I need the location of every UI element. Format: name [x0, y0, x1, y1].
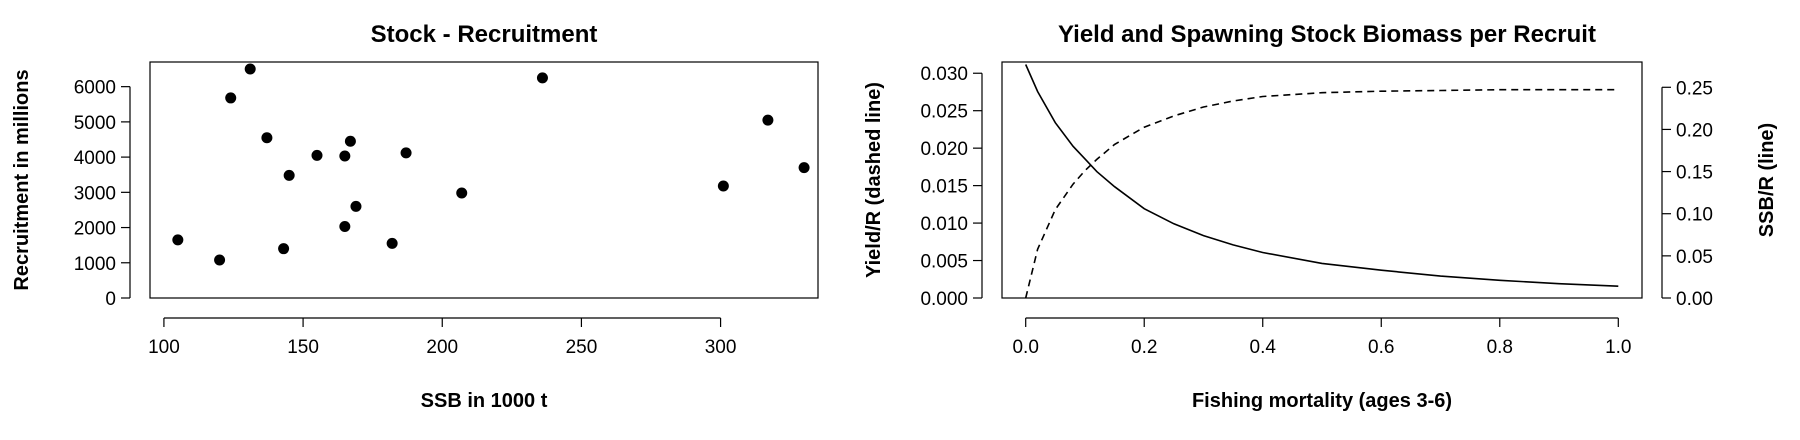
- stock-recruitment-plot-frame: [149, 61, 819, 299]
- scatter-point: [261, 132, 273, 144]
- stock-recruitment-chart: Stock - Recruitment 0 1000 2000 3000 4000 500…: [11, 21, 819, 412]
- right-y-tick-label: 0.15: [1676, 163, 1713, 184]
- scatter-point: [456, 187, 468, 199]
- yield-per-recruit-x-label: Fishing mortality (ages 3-6): [1192, 390, 1452, 412]
- y-tick-label: 2000: [74, 219, 116, 240]
- x-tick-label: 200: [426, 337, 458, 358]
- yield-per-recruit-right-y-axis: 0.00 0.05 0.10 0.15 0.20 0.25: [1661, 78, 1713, 310]
- ssb-per-recruit-line: [1024, 64, 1619, 287]
- scatter-point: [762, 114, 774, 126]
- scatter-point: [225, 92, 237, 104]
- scatter-point: [172, 234, 184, 246]
- right-y-tick-label: 0.20: [1676, 120, 1713, 141]
- yield-per-recruit-x-axis: 0.0 0.2 0.4 0.6 0.8 1.0: [1012, 317, 1632, 358]
- stock-recruitment-y-label: Recruitment in millions: [11, 69, 33, 290]
- scatter-point: [244, 63, 256, 75]
- y-tick-label: 5000: [74, 113, 116, 134]
- stock-recruitment-x-axis: 100 150 200 250 300: [148, 317, 737, 358]
- left-y-tick-label: 0.010: [920, 214, 968, 235]
- yield-per-recruit-left-y-axis: 0.000 0.005 0.010 0.015 0.020 0.025 0.030: [920, 64, 983, 310]
- y-tick-label: 3000: [74, 183, 116, 204]
- left-y-tick-label: 0.025: [920, 102, 968, 123]
- x-tick-label: 300: [705, 337, 737, 358]
- x-tick-label: 0.2: [1131, 337, 1157, 358]
- right-y-tick-label: 0.00: [1676, 289, 1713, 310]
- left-y-tick-label: 0.000: [920, 289, 968, 310]
- left-y-tick-label: 0.005: [920, 252, 968, 273]
- yield-per-recruit-chart: Yield and Spawning Stock Biomass per Rec…: [863, 21, 1778, 412]
- x-tick-label: 1.0: [1605, 337, 1631, 358]
- stock-recruitment-title: Stock - Recruitment: [371, 21, 598, 48]
- scatter-point: [278, 243, 290, 255]
- scatter-point: [536, 72, 548, 84]
- yield-per-recruit-title: Yield and Spawning Stock Biomass per Rec…: [1058, 21, 1596, 48]
- yield-per-recruit-lines: [1024, 64, 1619, 299]
- scatter-point: [339, 220, 351, 232]
- x-tick-label: 0.8: [1487, 337, 1513, 358]
- scatter-point: [386, 237, 398, 249]
- x-tick-label: 0.0: [1012, 337, 1038, 358]
- scatter-point: [214, 254, 226, 266]
- scatter-point: [400, 147, 412, 159]
- y-tick-label: 1000: [74, 254, 116, 275]
- y-tick-label: 6000: [74, 78, 116, 99]
- scatter-point: [798, 162, 810, 174]
- scatter-point: [283, 169, 295, 181]
- x-tick-label: 150: [287, 337, 319, 358]
- right-y-tick-label: 0.25: [1676, 78, 1713, 99]
- y-tick-label: 4000: [74, 148, 116, 169]
- left-y-tick-label: 0.030: [920, 64, 968, 85]
- left-y-tick-label: 0.020: [920, 139, 968, 160]
- yield-per-recruit-plot-frame: [1001, 61, 1643, 299]
- right-y-tick-label: 0.10: [1676, 205, 1713, 226]
- stock-recruitment-y-axis: 0 1000 2000 3000 4000 5000 6000: [74, 78, 131, 310]
- scatter-point: [350, 200, 362, 212]
- x-tick-label: 250: [566, 337, 598, 358]
- yield-per-recruit-right-y-label: SSB/R (line): [1756, 123, 1778, 237]
- right-y-tick-label: 0.05: [1676, 247, 1713, 268]
- left-y-tick-label: 0.015: [920, 177, 968, 198]
- scatter-point: [344, 135, 356, 147]
- scatter-point: [311, 149, 323, 161]
- y-tick-label: 0: [105, 289, 116, 310]
- x-tick-label: 0.4: [1250, 337, 1277, 358]
- yield-per-recruit-left-y-label: Yield/R (dashed line): [863, 82, 885, 278]
- x-tick-label: 100: [148, 337, 180, 358]
- scatter-point: [339, 150, 351, 162]
- yield-per-recruit-line: [1024, 88, 1619, 299]
- scatter-point: [717, 180, 729, 192]
- stock-recruitment-points: [172, 63, 810, 266]
- x-tick-label: 0.6: [1368, 337, 1394, 358]
- stock-recruitment-x-label: SSB in 1000 t: [421, 390, 548, 412]
